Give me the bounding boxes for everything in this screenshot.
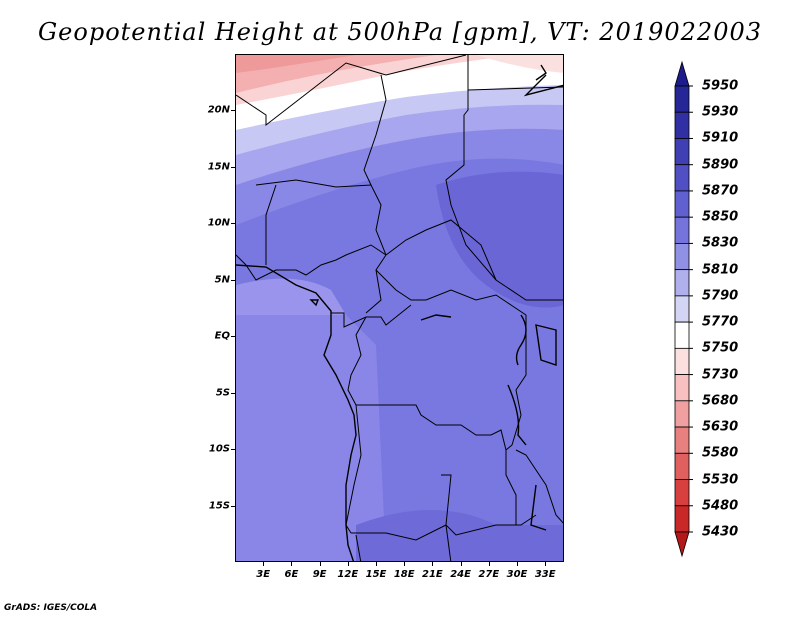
lon-tick	[319, 562, 321, 566]
colorbar-box	[674, 347, 690, 375]
lon-label: 27E	[478, 569, 500, 580]
colorbar-level-label: 5850	[702, 209, 739, 225]
lat-label: 10N	[207, 217, 230, 229]
geopotential-field	[236, 55, 563, 561]
field-south-darker	[356, 510, 563, 561]
lon-label: 3E	[256, 569, 271, 580]
lat-label: 20N	[207, 104, 230, 116]
colorbar-level-label: 5630	[702, 419, 739, 435]
colorbar-box	[674, 505, 690, 533]
lat-tick	[231, 336, 235, 338]
lon-label: 21E	[422, 569, 443, 580]
colorbar-box	[674, 190, 690, 218]
lat-tick	[231, 223, 235, 225]
colorbar-level-label: 5430	[702, 524, 739, 540]
field-coastal-light	[236, 278, 346, 315]
colorbar-level-label: 5480	[702, 498, 739, 514]
colorbar-level-label: 5830	[702, 235, 739, 251]
lon-tick	[432, 562, 434, 566]
lat-label: 10S	[208, 443, 230, 455]
colorbar-level-label: 5750	[702, 340, 739, 356]
lat-tick	[231, 505, 235, 507]
colorbar-box	[674, 111, 690, 139]
lon-tick	[517, 562, 518, 566]
colorbar-box	[674, 426, 690, 454]
lon-tick	[545, 562, 547, 566]
colorbar-box	[674, 138, 690, 166]
lat-tick	[231, 449, 235, 451]
lat-label: EQ	[214, 330, 230, 342]
colorbar-box	[674, 400, 690, 428]
country-borders	[236, 55, 563, 561]
coastline	[236, 64, 563, 561]
colorbar-box	[674, 374, 690, 402]
lat-label: 5N	[214, 274, 230, 286]
map-title: Geopotential Height at 500hPa [gpm], VT:…	[38, 18, 762, 46]
lon-tick	[263, 562, 265, 566]
lon-label: 12E	[337, 569, 359, 580]
colorbar-box	[674, 243, 690, 271]
lon-label: 33E	[534, 569, 556, 580]
colorbar-box	[674, 85, 690, 113]
lat-tick	[231, 166, 235, 168]
colorbar-level-label: 5730	[702, 367, 739, 383]
colorbar-box	[674, 269, 690, 297]
map-plot-area	[235, 54, 564, 562]
field-east-darker	[436, 171, 563, 308]
colorbar-box	[674, 321, 690, 349]
colorbar-level-label: 5770	[702, 314, 739, 330]
lon-tick	[488, 562, 490, 566]
field-sw-lighter	[236, 305, 386, 561]
lon-tick	[376, 562, 377, 566]
colorbar-level-label: 5580	[702, 445, 739, 461]
colorbar-box	[674, 216, 690, 244]
colorbar-top-arrow	[674, 60, 690, 87]
lon-tick	[404, 562, 406, 566]
lon-label: 30E	[506, 569, 528, 580]
lat-tick	[231, 279, 235, 281]
lat-label: 5S	[215, 387, 230, 399]
colorbar-box	[674, 452, 690, 480]
lon-label: 15E	[365, 569, 387, 580]
colorbar-level-label: 5910	[702, 130, 739, 146]
colorbar-box	[674, 295, 690, 323]
lat-tick	[231, 392, 235, 394]
lon-tick	[347, 562, 349, 566]
band-ne-pink	[476, 55, 563, 73]
colorbar-level-label: 5790	[702, 288, 739, 304]
grads-credit: GrADS: IGES/COLA	[4, 603, 98, 613]
colorbar-level-label: 5810	[702, 262, 739, 278]
lon-label: 9E	[312, 569, 327, 580]
colorbar-box	[674, 479, 690, 507]
colorbar-level-label: 5530	[702, 472, 739, 488]
lon-label: 6E	[284, 569, 299, 580]
colorbar-box	[674, 164, 690, 192]
colorbar-level-label: 5930	[702, 104, 739, 120]
colorbar-level-label: 5680	[702, 393, 739, 409]
lat-tick	[231, 110, 235, 112]
colorbar-bottom-arrow	[674, 531, 690, 558]
lat-label: 15N	[207, 161, 230, 173]
lon-label: 18E	[393, 569, 415, 580]
lon-tick	[460, 562, 462, 566]
colorbar-level-label: 5890	[702, 157, 739, 173]
lon-label: 24E	[450, 569, 471, 580]
colorbar-level-label: 5950	[702, 78, 739, 94]
colorbar-level-label: 5870	[702, 183, 739, 199]
lon-tick	[291, 562, 293, 566]
lat-label: 15S	[208, 500, 230, 512]
band-5730	[236, 55, 356, 73]
